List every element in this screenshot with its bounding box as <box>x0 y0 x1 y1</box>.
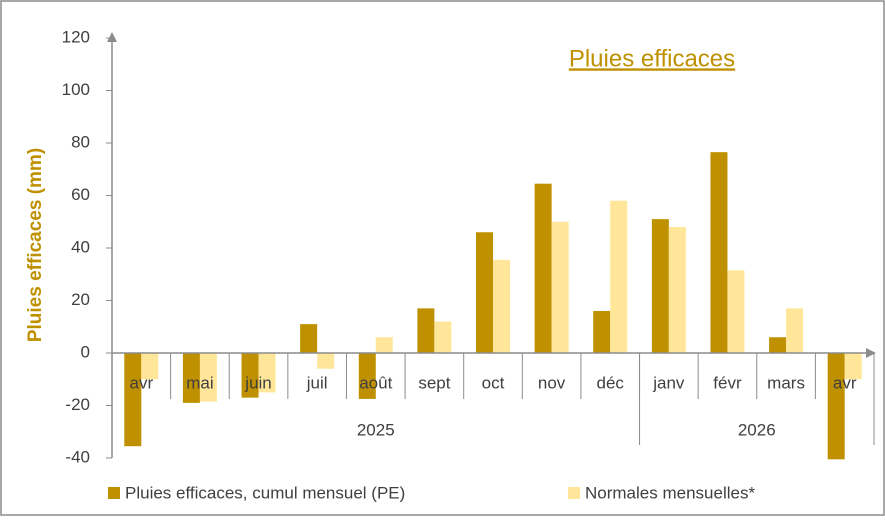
y-tick-label: 0 <box>81 342 90 361</box>
y-tick-label: 20 <box>71 290 90 309</box>
legend-label: Pluies efficaces, cumul mensuel (PE) <box>125 483 405 502</box>
y-axis-label: Pluies efficaces (mm) <box>25 148 46 342</box>
y-tick-label: 40 <box>71 237 90 256</box>
bar <box>727 270 745 353</box>
bar <box>844 353 862 380</box>
x-tick-label: avr <box>129 373 153 392</box>
y-tick-label: 80 <box>71 132 90 151</box>
y-tick-label: -20 <box>65 395 90 414</box>
x-tick-label: sept <box>418 373 450 392</box>
bar <box>358 353 376 399</box>
x-tick-label: janv <box>652 373 685 392</box>
bar <box>593 311 611 353</box>
x-tick-label: avr <box>833 373 857 392</box>
bar <box>476 232 493 353</box>
chart-title: Pluies efficaces <box>569 45 735 72</box>
bar <box>534 183 552 353</box>
x-group-label: 2025 <box>357 420 395 439</box>
legend-swatch <box>108 487 120 499</box>
bar <box>769 337 787 353</box>
bar <box>199 353 217 402</box>
bar <box>375 337 393 353</box>
x-axis-arrow <box>866 348 876 358</box>
bar <box>710 152 728 353</box>
bar <box>300 324 318 353</box>
y-tick-label: -40 <box>65 447 90 466</box>
bar <box>417 308 435 353</box>
bar <box>182 353 200 403</box>
bar <box>434 321 452 353</box>
x-tick-label: mai <box>186 373 213 392</box>
bar <box>827 353 845 460</box>
bar <box>141 353 159 380</box>
bar <box>651 219 669 353</box>
y-tick-label: 120 <box>62 27 90 46</box>
bar <box>317 353 335 369</box>
x-tick-label: déc <box>597 373 625 392</box>
bar <box>551 221 569 353</box>
x-tick-label: juin <box>244 373 271 392</box>
bar <box>258 353 276 393</box>
y-tick-label: 100 <box>62 80 90 99</box>
y-axis-arrow <box>107 32 117 42</box>
x-tick-label: févr <box>713 373 742 392</box>
bar <box>493 259 510 353</box>
bar <box>610 200 628 353</box>
bar <box>241 353 259 398</box>
x-tick-label: oct <box>482 373 505 392</box>
x-tick-label: août <box>359 373 392 392</box>
x-tick-label: juil <box>306 373 328 392</box>
x-tick-label: mars <box>767 373 805 392</box>
legend-swatch <box>568 487 580 499</box>
legend-label: Normales mensuelles* <box>585 483 755 502</box>
x-group-label: 2026 <box>738 420 776 439</box>
bar <box>124 353 142 447</box>
y-tick-label: 60 <box>71 185 90 204</box>
bar <box>668 227 686 353</box>
bar <box>786 308 804 353</box>
x-tick-label: nov <box>538 373 566 392</box>
